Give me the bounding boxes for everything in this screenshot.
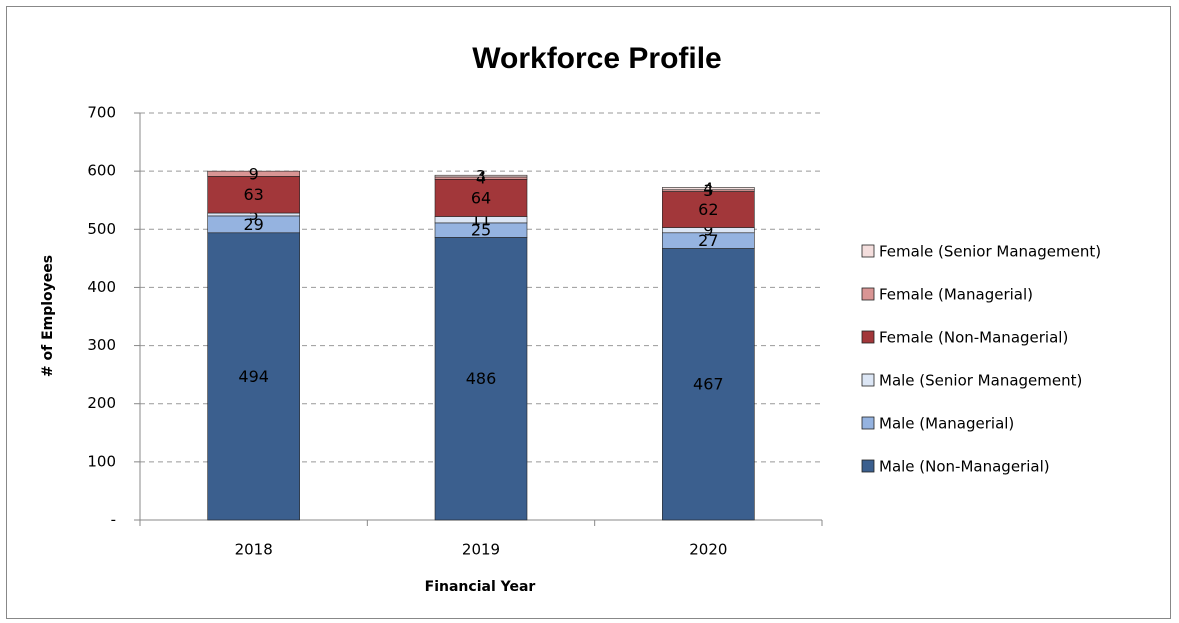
y-tick-label: 400: [87, 278, 116, 296]
legend-label: Male (Senior Management): [879, 372, 1082, 390]
bar-segment: [662, 187, 755, 191]
legend-label: Female (Managerial): [879, 286, 1033, 304]
legend-label: Male (Non-Managerial): [879, 458, 1050, 476]
bar-segment: [207, 176, 300, 214]
frame: [6, 6, 1171, 619]
chart-title: Workforce Profile: [472, 42, 722, 75]
bar-segment: [434, 178, 528, 217]
bar-segment: [662, 191, 755, 228]
x-tick-label: 2019: [462, 541, 500, 559]
legend-swatch: [861, 459, 875, 473]
data-label: 25: [471, 221, 491, 240]
y-tick-label: 600: [87, 162, 116, 180]
legend-swatch: [861, 330, 875, 344]
data-label: 9: [703, 221, 713, 240]
x-tick-label: 2018: [235, 541, 273, 559]
data-label: 62: [698, 200, 718, 219]
legend-swatch: [861, 416, 875, 430]
data-label: 5: [249, 205, 259, 224]
bar-segment: [434, 237, 528, 521]
x-tick-label: 2020: [689, 541, 727, 559]
data-label: 4: [476, 169, 486, 188]
data-label: 494: [238, 367, 269, 386]
legend-swatch: [861, 244, 875, 258]
bar-segment: [662, 248, 755, 521]
y-tick-label: 500: [87, 220, 116, 238]
legend-label: Male (Managerial): [879, 415, 1014, 433]
bar-segment: [207, 232, 300, 521]
legend-swatch: [861, 287, 875, 301]
y-tick-label: 700: [87, 104, 116, 122]
data-label: 9: [249, 164, 259, 183]
y-tick-label: 200: [87, 394, 116, 412]
y-tick-label: 300: [87, 336, 116, 354]
bar-segment: [434, 174, 528, 178]
data-label: 4: [703, 179, 713, 198]
data-label: 64: [471, 188, 491, 207]
legend-swatch: [861, 373, 875, 387]
legend-label: Female (Non-Managerial): [879, 329, 1068, 347]
y-axis-label: # of Employees: [40, 255, 56, 377]
data-label: 467: [693, 375, 724, 394]
data-label: 3: [476, 167, 486, 186]
y-tick-label: -: [111, 511, 116, 529]
data-label: 27: [698, 231, 718, 250]
x-axis-label: Financial Year: [425, 579, 536, 595]
y-tick-label: 100: [87, 452, 116, 470]
data-label: 3: [703, 181, 713, 200]
data-label: 486: [466, 369, 497, 388]
data-label: 63: [243, 185, 263, 204]
bar-segment: [207, 170, 300, 177]
legend-label: Female (Senior Management): [879, 243, 1101, 261]
data-label: 29: [243, 215, 263, 234]
